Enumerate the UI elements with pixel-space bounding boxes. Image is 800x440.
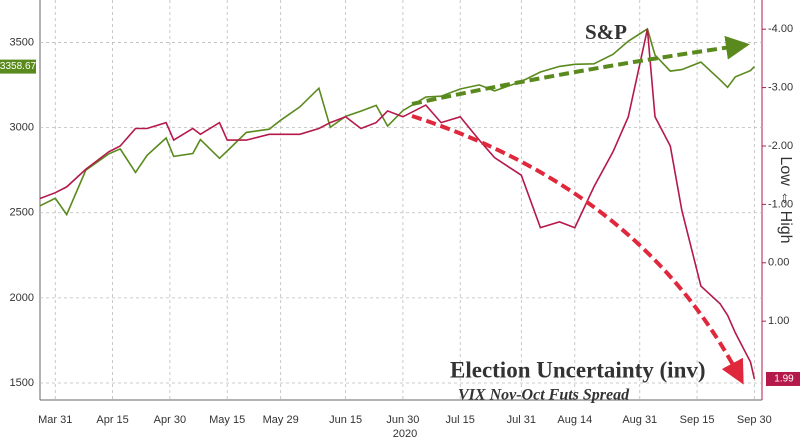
y-tick-label: 3500 xyxy=(10,36,34,48)
x-tick-label: Mar 31 xyxy=(38,414,72,426)
x-tick-label: Sep 30 xyxy=(737,414,772,426)
x-tick-label: May 29 xyxy=(263,414,299,426)
last-value-label: 3358.67 xyxy=(0,61,37,72)
y2-tick-label: -2.00 xyxy=(768,140,793,152)
y2-axis-title: Low ⇔ High xyxy=(777,156,794,243)
y-tick-label: 2500 xyxy=(10,207,34,219)
y2-tick-label: -4.00 xyxy=(768,23,793,35)
annotation: VIX Nov-Oct Futs Spread xyxy=(458,387,630,404)
x-tick-label: Jul 15 xyxy=(446,414,475,426)
x-tick-label: Jun 15 xyxy=(329,414,362,426)
y2-tick-label: -3.00 xyxy=(768,81,793,93)
x-tick-label: Jul 31 xyxy=(507,414,536,426)
last-value-box xyxy=(766,371,800,386)
legend-label: S&P xyxy=(585,20,627,44)
y2-tick-label: 0.00 xyxy=(768,257,789,269)
last-value-box xyxy=(0,59,36,74)
y2-tick-label: -1.00 xyxy=(768,198,793,210)
y2-tick-label: 1.00 xyxy=(768,315,789,327)
x-tick-label: Aug 31 xyxy=(622,414,657,426)
y-tick-label: 2000 xyxy=(10,292,34,304)
x-tick-label: Apr 15 xyxy=(96,414,128,426)
trend-arrow xyxy=(411,35,750,106)
x-year-label: 2020 xyxy=(393,428,417,440)
x-tick-label: Jun 30 xyxy=(386,414,419,426)
x-tick-label: May 15 xyxy=(209,414,245,426)
x-tick-label: Aug 14 xyxy=(557,414,592,426)
y-tick-label: 1500 xyxy=(10,377,34,389)
last-value-label: 1.99 xyxy=(774,374,794,385)
series-line xyxy=(39,29,756,380)
series-line xyxy=(39,27,755,217)
legend-label: Election Uncertainty (inv) xyxy=(450,357,706,382)
x-tick-label: Apr 30 xyxy=(154,414,186,426)
x-tick-label: Sep 15 xyxy=(680,414,715,426)
trend-arrow xyxy=(411,114,744,385)
y-tick-label: 3000 xyxy=(10,122,34,134)
